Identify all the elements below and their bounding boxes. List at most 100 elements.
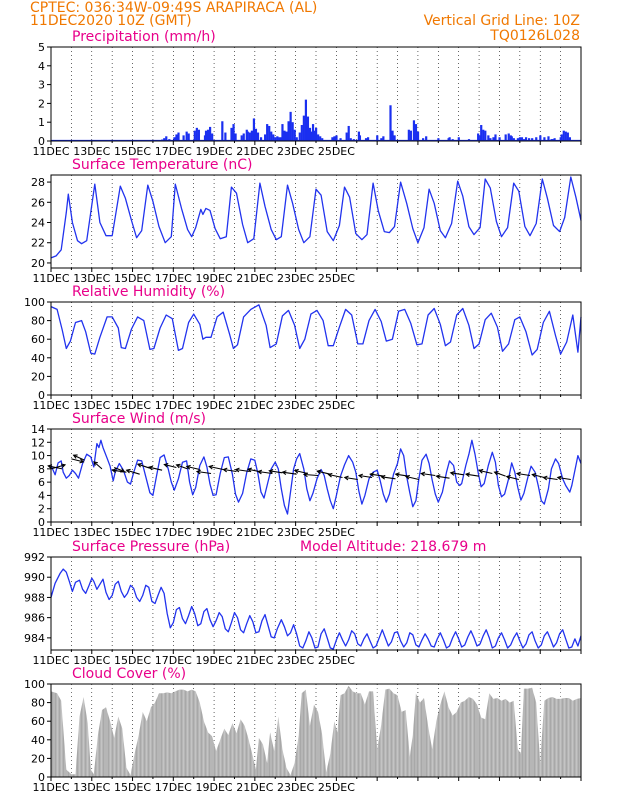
wind-arrow-head: [449, 470, 455, 476]
precipitation-bar: [414, 124, 418, 141]
temperature-y-tick-label: 20: [31, 257, 45, 270]
wind-arrow-shaft: [294, 469, 308, 475]
cloud-cover-x-tick-label: 23DEC: [277, 781, 314, 794]
precipitation-bar: [339, 138, 342, 141]
precipitation-bar: [197, 129, 200, 141]
precipitation-bar: [492, 137, 495, 141]
precipitation-x-tick-label: 15DEC: [114, 145, 151, 158]
precipitation-title: Precipitation (mm/h): [72, 29, 216, 45]
pressure-x-tick-label: 13DEC: [73, 654, 110, 667]
pressure-series-line: [50, 568, 582, 650]
precipitation-bar: [512, 138, 515, 141]
pressure-y-tick-label: 988: [24, 591, 45, 604]
temperature-x-tick-label: 23DEC: [277, 272, 314, 285]
wind-arrow-head: [394, 472, 400, 478]
wind-arrow-shaft: [465, 473, 480, 477]
humidity-y-tick-label: 0: [38, 389, 45, 402]
precipitation-bar: [524, 137, 528, 141]
cloud-cover-y-tick-label: 40: [31, 734, 45, 747]
precipitation-bar: [177, 132, 180, 141]
humidity-title: Relative Humidity (%): [72, 284, 225, 300]
wind-arrow-shaft: [209, 465, 224, 471]
cloud-cover-x-tick-label: 15DEC: [114, 781, 151, 794]
precipitation-bar: [281, 124, 284, 141]
wind-arrow-head: [136, 462, 142, 468]
precipitation-bar: [224, 132, 227, 141]
precipitation-bar: [358, 135, 362, 141]
precipitation-bar: [221, 121, 224, 141]
precipitation-bar: [494, 134, 497, 141]
precipitation-bar: [366, 137, 370, 141]
precipitation-bar: [335, 135, 338, 141]
wind-arrow-shaft: [516, 472, 531, 477]
precipitation-bar: [528, 138, 531, 141]
precipitation-bar: [185, 131, 188, 141]
precipitation-bar: [283, 130, 286, 141]
wind-arrow-shaft: [71, 458, 84, 463]
wind-arrow-head: [93, 461, 98, 466]
precipitation-bar: [285, 131, 288, 141]
precipitation-x-tick-label: 23DEC: [277, 145, 314, 158]
wind-arrow-shaft: [269, 470, 283, 474]
precipitation-bar: [266, 124, 269, 141]
precipitation-bar: [547, 136, 550, 141]
precipitation-bar: [543, 137, 546, 141]
humidity-y-tick-label: 20: [31, 370, 45, 383]
pressure-x-tick-label: 25DEC: [318, 654, 355, 667]
wind-arrow-head: [531, 472, 537, 478]
wind-y-tick-label: 10: [31, 450, 45, 463]
header-model-code: TQ0126L028: [489, 28, 580, 44]
precipitation-bar: [311, 124, 315, 141]
wind-x-tick-label: 21DEC: [236, 526, 273, 539]
precipitation-y-tick-label: 2: [38, 97, 45, 110]
wind-arrow-head: [281, 470, 287, 476]
precipitation-bar: [268, 125, 271, 141]
precipitation-bar: [349, 138, 352, 141]
wind-arrow-shaft: [405, 475, 420, 481]
wind-arrow-head: [125, 468, 131, 474]
precipitation-bar: [204, 130, 208, 141]
precipitation-bar: [272, 134, 275, 141]
precipitation-y-tick-label: 5: [38, 41, 45, 54]
precipitation-bar: [535, 137, 538, 141]
pressure-frame: [50, 556, 582, 651]
precipitation-bar: [389, 105, 392, 141]
wind-arrow-shaft: [506, 475, 519, 481]
humidity-y-tick-label: 40: [31, 352, 45, 365]
wind-arrow-head: [185, 464, 191, 470]
precipitation-y-tick-label: 3: [38, 79, 45, 92]
wind-x-tick-label: 19DEC: [196, 526, 233, 539]
precipitation-bar: [165, 136, 168, 141]
cloud-cover-x-tick-label: 17DEC: [155, 781, 192, 794]
cloud-cover-x-tick-label: 11DEC: [32, 781, 69, 794]
precipitation-y-tick-label: 1: [38, 116, 45, 129]
precipitation-bar: [562, 130, 565, 141]
precipitation-bar: [412, 120, 416, 141]
wind-arrow-head: [79, 458, 85, 464]
precipitation-bar: [291, 122, 294, 141]
precipitation-bar: [516, 138, 520, 141]
precipitation-x-tick-label: 11DEC: [32, 145, 69, 158]
wind-x-tick-label: 17DEC: [155, 526, 192, 539]
wind-arrow-head: [435, 474, 441, 480]
wind-y-tick-label: 0: [38, 516, 45, 529]
wind-arrow-head: [268, 468, 274, 474]
wind-arrow-head: [369, 472, 375, 477]
precipitation-bar: [409, 130, 412, 141]
precipitation-bar: [518, 137, 522, 141]
precipitation-bar: [568, 137, 571, 141]
wind-x-tick-label: 23DEC: [277, 526, 314, 539]
precipitation-bar: [252, 118, 256, 141]
wind-arrow-shaft: [258, 470, 273, 475]
wind-arrow-head: [60, 463, 67, 469]
precipitation-bar: [520, 137, 524, 141]
temperature-x-tick-label: 11DEC: [32, 272, 69, 285]
wind-x-tick-label: 11DEC: [32, 526, 69, 539]
wind-arrow-shaft: [282, 471, 297, 475]
wind-x-tick-label: 13DEC: [73, 526, 110, 539]
precipitation-bar: [298, 132, 301, 141]
wind-arrow-shaft: [328, 473, 343, 479]
pressure-x-tick-label: 17DEC: [155, 654, 192, 667]
